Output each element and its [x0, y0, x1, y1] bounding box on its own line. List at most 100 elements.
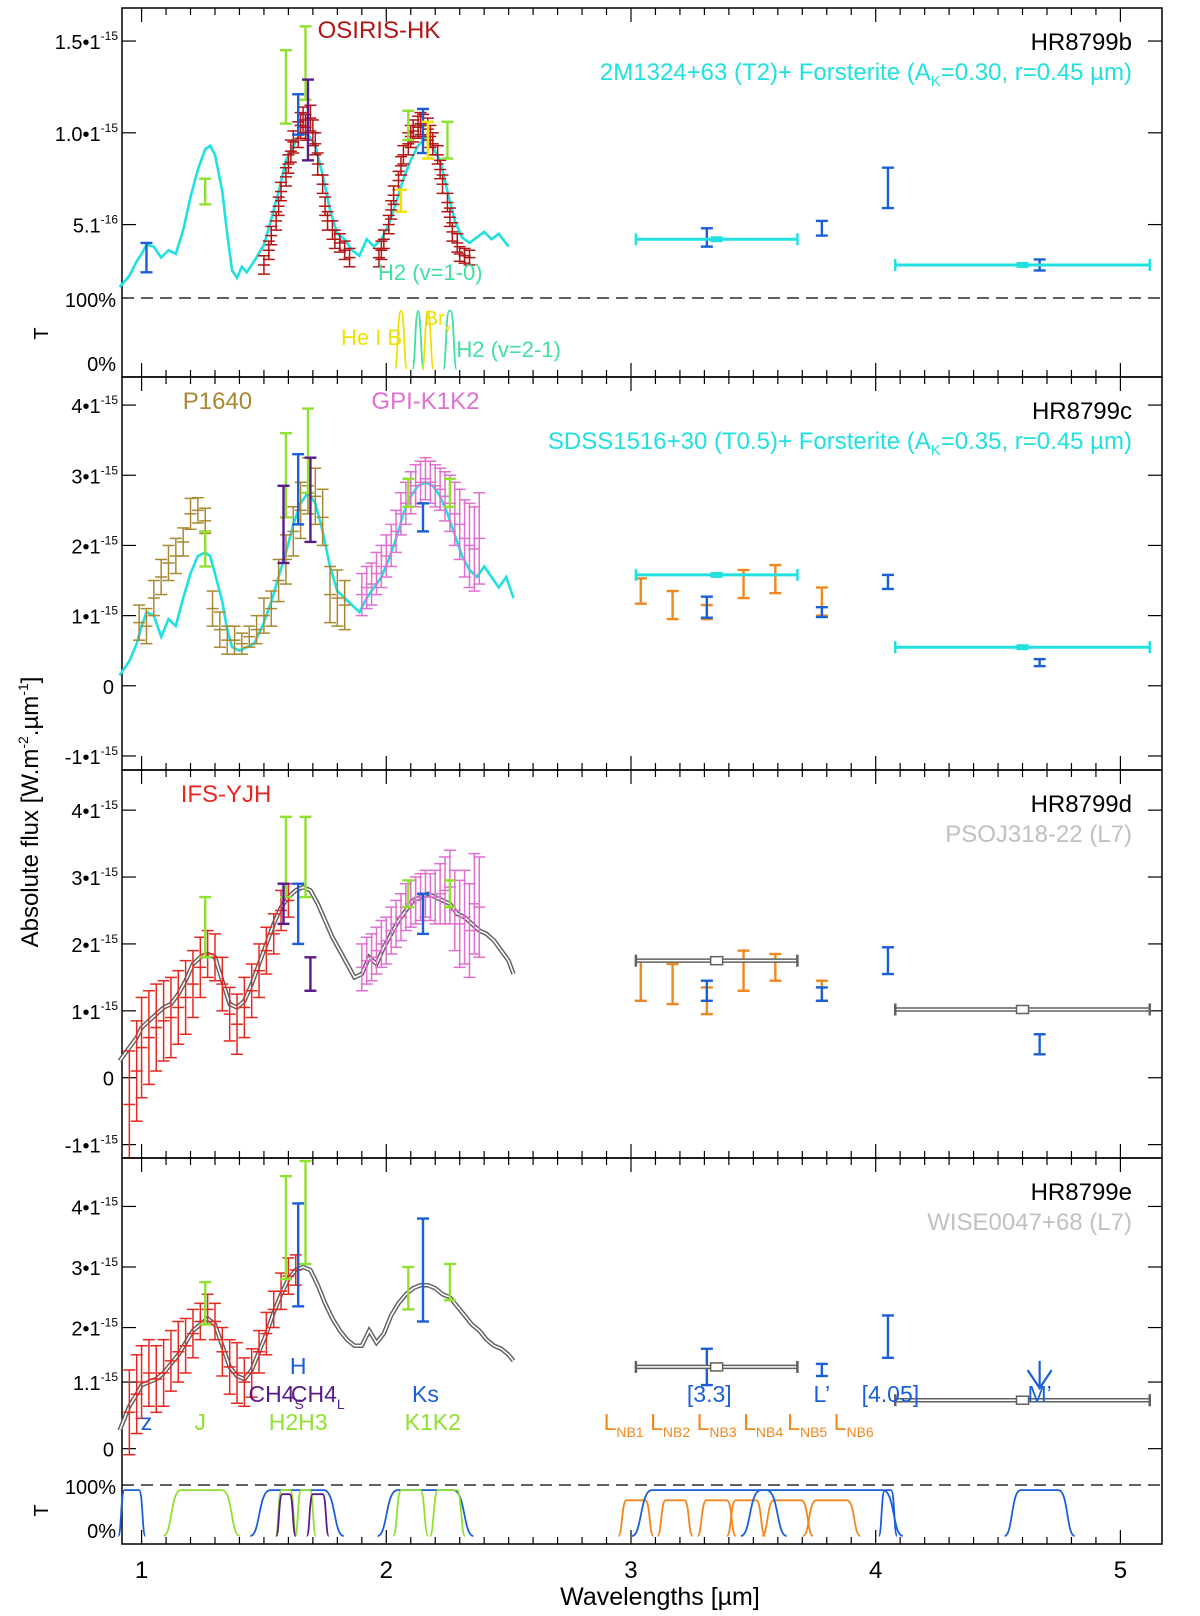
x-tick-label: 3 — [624, 1557, 637, 1584]
y-tick-label: 1•1-15 — [71, 604, 118, 629]
y-tick-label: 3•1-15 — [71, 1255, 118, 1280]
y-tick-label: 1.1-15 — [73, 1370, 118, 1395]
x-tick-label: 1 — [135, 1557, 148, 1584]
model-photometry-point — [1015, 1395, 1030, 1405]
filter-label: H2H3 — [269, 1409, 328, 1435]
transmission-axis-group: T — [31, 1504, 53, 1516]
instrument-label-osiris: OSIRIS-HK — [318, 17, 441, 44]
x-tick-label: 4 — [869, 1557, 882, 1584]
model-spectrum — [118, 131, 510, 288]
x-tick-label: 2 — [380, 1557, 393, 1584]
transmission-axis-group: T — [31, 327, 53, 339]
filter-label-lnb: LNB4 — [743, 1409, 783, 1440]
filter-label-lnb: LNB5 — [787, 1409, 827, 1440]
transmission-100-label: 100% — [65, 1477, 116, 1499]
target-label-d: HR8799d — [1031, 791, 1132, 818]
filter-curve — [1003, 1489, 1076, 1537]
model-photometry-point — [710, 236, 723, 243]
model-photometry-point — [709, 1362, 724, 1372]
filter-curve — [429, 1489, 466, 1537]
panel-b: 2M1324+63 (T2)+ Forsterite (AK=0.30, r=0… — [118, 7, 1163, 378]
filter-curve — [740, 1489, 904, 1537]
transmission-100-label: 100% — [65, 290, 116, 312]
target-label-e: HR8799e — [1031, 1179, 1132, 1206]
filter-label-lnb: LNB1 — [604, 1409, 644, 1440]
transmission-0-label: 0% — [87, 1521, 116, 1543]
filter-curve — [442, 309, 458, 370]
filter-label: He I B — [341, 325, 402, 350]
model-spectrum — [118, 480, 515, 677]
filter-curve — [377, 1489, 474, 1537]
filter-curve — [411, 309, 425, 370]
filter-label-lnb: LNB3 — [697, 1409, 737, 1440]
y-tick-label: 2•1-15 — [71, 533, 118, 558]
y-tick-label: 4•1-15 — [71, 1194, 118, 1219]
transmission-0-label: 0% — [87, 354, 116, 376]
filter-label-ch4: CH4S — [248, 1381, 303, 1412]
y-tick-label: 5.1-16 — [73, 213, 118, 238]
filter-label: K1K2 — [405, 1409, 461, 1435]
filter-label: L’ — [814, 1381, 831, 1407]
panel-frame — [121, 1157, 1163, 1545]
filter-label: z — [141, 1409, 153, 1435]
y-tick-label: 4•1-15 — [71, 798, 118, 823]
filter-curve — [631, 1489, 787, 1537]
y-tick-label: 0 — [103, 677, 114, 699]
transmission-axis-label: T — [31, 1504, 53, 1516]
target-label-b: HR8799b — [1031, 29, 1132, 56]
transmission-axis-label: T — [31, 327, 53, 339]
y-tick-label: 3•1-15 — [71, 463, 118, 488]
y-tick-label: 3•1-15 — [71, 865, 118, 890]
y-tick-label: 1.5•1-15 — [55, 29, 119, 54]
filter-curve — [305, 1493, 330, 1537]
filter-label: H — [290, 1353, 307, 1379]
filter-curve — [726, 1499, 766, 1537]
filter-curve — [294, 1489, 317, 1537]
x-tick-label: 5 — [1114, 1557, 1127, 1584]
target-label-c: HR8799c — [1032, 398, 1132, 425]
instrument-label-ifs: IFS-YJH — [181, 781, 272, 808]
filter-label: [3.3] — [687, 1381, 732, 1407]
y-tick-label: -1•1-15 — [65, 744, 119, 769]
y-tick-label: 0 — [103, 1069, 114, 1091]
filter-curve — [117, 1489, 147, 1537]
y-tick-label: 2•1-15 — [71, 1316, 118, 1341]
filter-label-ch4: CH4L — [291, 1381, 345, 1412]
model-photometry-point — [1016, 261, 1029, 268]
filter-curve — [802, 1499, 861, 1537]
panel-c: SDSS1516+30 (T0.5)+ Forsterite (AK=0.35,… — [118, 376, 1163, 771]
model-label-b: 2M1324+63 (T2)+ Forsterite (AK=0.30, r=0… — [600, 59, 1132, 90]
y-tick-label: 2•1-15 — [71, 932, 118, 957]
filter-label: [4.05] — [862, 1381, 920, 1407]
model-photometry-point — [710, 571, 723, 578]
filter-curve — [249, 1489, 345, 1537]
filter-curve — [275, 1493, 297, 1537]
filter-curve — [877, 1489, 898, 1537]
filter-label-brgamma: Brγ — [425, 308, 451, 334]
template-label-d: PSOJ318-22 (L7) — [945, 821, 1132, 848]
filter-label-lnb: LNB6 — [834, 1409, 874, 1440]
panel-e — [117, 1157, 1163, 1545]
filter-label: H2 (v=1-0) — [378, 260, 483, 285]
filter-curve — [421, 309, 435, 370]
y-tick-label: 0 — [103, 1440, 114, 1462]
upper-limit-arrowhead — [1026, 1369, 1053, 1391]
template-label-e: WISE0047+68 (L7) — [927, 1209, 1132, 1236]
filter-curve — [696, 1499, 737, 1537]
filter-curve — [656, 1499, 694, 1537]
model-label-c: SDSS1516+30 (T0.5)+ Forsterite (AK=0.35,… — [548, 428, 1132, 459]
model-photometry-point — [1016, 644, 1029, 651]
filter-label: H2 (v=2-1) — [456, 337, 561, 362]
y-tick-label: -1•1-15 — [65, 1133, 119, 1158]
filter-curve — [617, 1499, 655, 1537]
filter-curve — [162, 1489, 241, 1537]
model-photometry-point — [1015, 1004, 1030, 1015]
y-axis-label: Absolute flux [W.m-2.µm-1] — [15, 677, 44, 948]
y-tick-label: 1•1-15 — [71, 999, 118, 1024]
y-tick-label: 1.0•1-15 — [55, 121, 119, 146]
filter-label: Ks — [412, 1381, 439, 1407]
filter-label: J — [195, 1409, 207, 1435]
instrument-label-gpi: GPI-K1K2 — [371, 388, 479, 415]
filter-label-lnb: LNB2 — [650, 1409, 690, 1440]
